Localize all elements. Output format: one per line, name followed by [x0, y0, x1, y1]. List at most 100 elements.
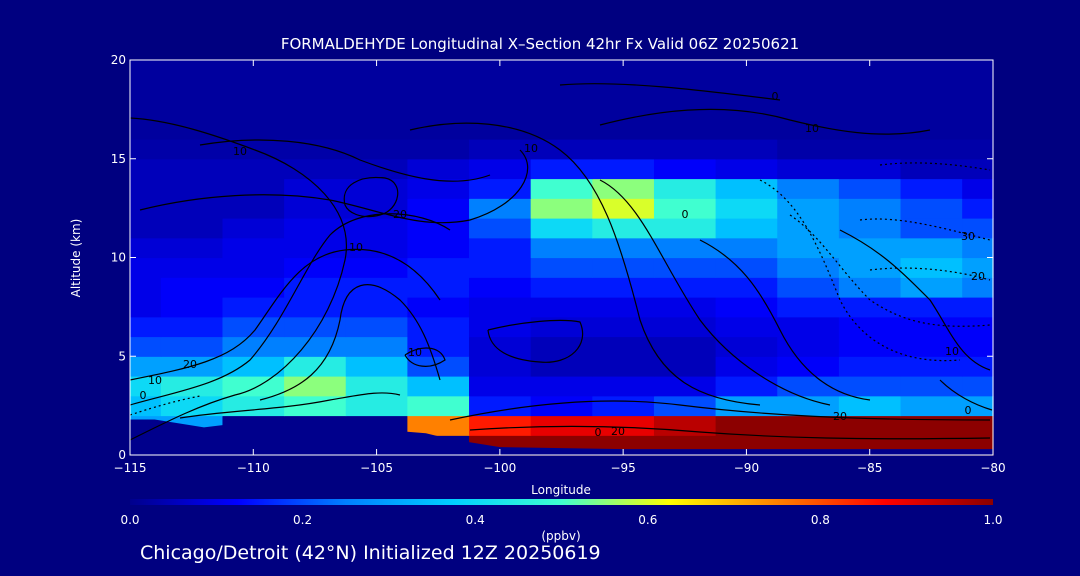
- heatmap-cell: [160, 376, 224, 397]
- contour-line: [699, 239, 871, 401]
- heatmap-cell: [530, 178, 593, 199]
- heatmap-cell: [130, 218, 162, 239]
- terrain-mask: [130, 417, 993, 455]
- heatmap-cell: [530, 336, 593, 357]
- contour-line: [449, 400, 991, 421]
- heatmap-cell: [838, 336, 902, 357]
- heatmap-cell: [962, 218, 994, 239]
- heatmap-cell: [777, 79, 840, 101]
- heatmap-cell: [345, 119, 408, 140]
- heatmap-cell: [592, 316, 655, 338]
- heatmap-cell: [130, 178, 162, 199]
- heatmap-cell: [777, 297, 840, 318]
- heatmap-cell: [469, 178, 532, 199]
- heatmap-cell: [653, 60, 717, 81]
- contour-label: 0: [772, 90, 779, 103]
- heatmap-cell: [838, 79, 902, 101]
- heatmap-cell: [160, 297, 224, 318]
- heatmap-cell: [962, 336, 994, 357]
- heatmap-cell: [962, 178, 994, 199]
- heatmap-cell: [777, 60, 840, 81]
- contour-line: [599, 179, 831, 406]
- heatmap-cell: [653, 79, 717, 101]
- heatmap-cell: [284, 178, 347, 199]
- heatmap-cell: [222, 79, 285, 101]
- heatmap-cell: [345, 218, 408, 239]
- heatmap-cell: [592, 336, 655, 357]
- contour-label: 10: [148, 374, 162, 387]
- heatmap-cell: [284, 336, 347, 357]
- contour-label: 20: [971, 270, 985, 283]
- y-axis-label: Altitude (km): [69, 218, 83, 298]
- heatmap-cell: [592, 158, 655, 180]
- heatmap-cell: [284, 237, 347, 259]
- contour-label: 10: [524, 142, 538, 155]
- heatmap-cell: [962, 198, 994, 219]
- heatmap-cell: [592, 139, 655, 160]
- heatmap-cell: [469, 158, 532, 180]
- heatmap-cell: [160, 60, 224, 81]
- heatmap-cell: [592, 297, 655, 318]
- contour-label: 0: [140, 389, 147, 402]
- heatmap-cell: [160, 257, 224, 278]
- heatmap-cell: [469, 218, 532, 239]
- chart-title: FORMALDEHYDE Longitudinal X–Section 42hr…: [280, 35, 800, 53]
- heatmap-cell: [653, 237, 717, 259]
- heatmap-cell: [838, 376, 902, 397]
- contour-line: [199, 139, 491, 182]
- y-tick-label: 0: [118, 448, 126, 462]
- heatmap-cell: [715, 79, 778, 101]
- heatmap-cell: [469, 257, 532, 278]
- heatmap-cell: [838, 218, 902, 239]
- heatmap-cell: [345, 257, 408, 278]
- heatmap-cell: [130, 257, 162, 278]
- heatmap-cell: [715, 415, 778, 436]
- contour-label: 20: [183, 358, 197, 371]
- heatmap-cell: [777, 376, 840, 397]
- heatmap-cell: [715, 60, 778, 81]
- heatmap-cell: [900, 119, 963, 140]
- heatmap-cell: [222, 376, 285, 397]
- heatmap-cell: [469, 99, 532, 120]
- heatmap-cell: [469, 139, 532, 160]
- heatmap-cell: [345, 297, 408, 318]
- heatmap-cell: [900, 237, 963, 259]
- heatmap-cell: [715, 178, 778, 199]
- heatmap-cell: [407, 415, 470, 436]
- heatmap-cell: [284, 218, 347, 239]
- heatmap-cell: [653, 218, 717, 239]
- x-tick-label: −115: [114, 461, 147, 475]
- heatmap-cell: [469, 198, 532, 219]
- contour-line: [129, 117, 347, 441]
- heatmap-cell: [777, 237, 840, 259]
- x-tick-label: −100: [483, 461, 516, 475]
- contour-line: [129, 213, 451, 406]
- heatmap-cell: [715, 257, 778, 278]
- heatmap-cell: [653, 415, 717, 436]
- heatmap-cell: [469, 376, 532, 397]
- heatmap-cell: [653, 376, 717, 397]
- heatmap-cell: [345, 376, 408, 397]
- heatmap-cell: [592, 376, 655, 397]
- heatmap-cell: [715, 316, 778, 338]
- colorbar-tick-label: 1.0: [983, 513, 1002, 527]
- heatmap-cell: [407, 79, 470, 101]
- heatmap-cell: [130, 316, 162, 338]
- contour-label: 30: [961, 230, 975, 243]
- heatmap-cell: [962, 60, 994, 81]
- heatmap-cell: [777, 415, 840, 436]
- heatmap-cell: [777, 139, 840, 160]
- x-tick-label: −85: [857, 461, 882, 475]
- heatmap-cell: [900, 198, 963, 219]
- heatmap-cell: [530, 79, 593, 101]
- x-tick-label: −105: [360, 461, 393, 475]
- heatmap-cell: [284, 60, 347, 81]
- heatmap-cell: [222, 60, 285, 81]
- heatmap-cell: [469, 336, 532, 357]
- heatmap-cell: [345, 316, 408, 338]
- heatmap-cell: [222, 316, 285, 338]
- heatmap-cell: [838, 60, 902, 81]
- contour-line: [879, 162, 991, 171]
- heatmap-cell: [407, 277, 470, 298]
- heatmap-cell: [530, 198, 593, 219]
